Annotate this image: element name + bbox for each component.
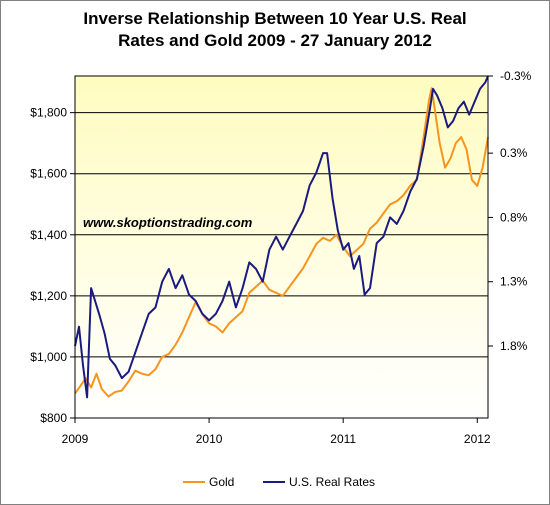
left-tick-label: $1,600 xyxy=(30,167,67,181)
chart-title-line-2: Rates and Gold 2009 - 27 January 2012 xyxy=(118,31,432,50)
series-line-gold xyxy=(74,87,489,398)
legend-label-real-rates: U.S. Real Rates xyxy=(289,475,375,489)
series-line-real-rates xyxy=(74,75,489,399)
legend: Gold U.S. Real Rates xyxy=(183,475,375,489)
x-tick-label: 2012 xyxy=(464,432,491,446)
left-tick-label: $800 xyxy=(40,411,67,425)
watermark-text: www.skoptionstrading.com xyxy=(83,215,253,230)
right-tick-label: 1.3% xyxy=(500,275,528,289)
left-tick-label: $1,200 xyxy=(30,289,67,303)
right-tick-label: 1.8% xyxy=(500,339,528,353)
left-tick-label: $1,800 xyxy=(30,106,67,120)
legend-label-gold: Gold xyxy=(209,475,234,489)
plot-border xyxy=(74,75,489,419)
right-tick-label: 0.8% xyxy=(500,210,528,224)
right-tick-label: -0.3% xyxy=(500,69,532,83)
x-tick-label: 2009 xyxy=(62,432,89,446)
x-tick-label: 2011 xyxy=(330,432,356,446)
right-tick-label: 0.3% xyxy=(500,146,528,160)
left-tick-label: $1,400 xyxy=(30,228,67,242)
x-tick-label: 2010 xyxy=(196,432,223,446)
chart-title-line-1: Inverse Relationship Between 10 Year U.S… xyxy=(83,9,467,28)
left-tick-label: $1,000 xyxy=(30,350,67,364)
